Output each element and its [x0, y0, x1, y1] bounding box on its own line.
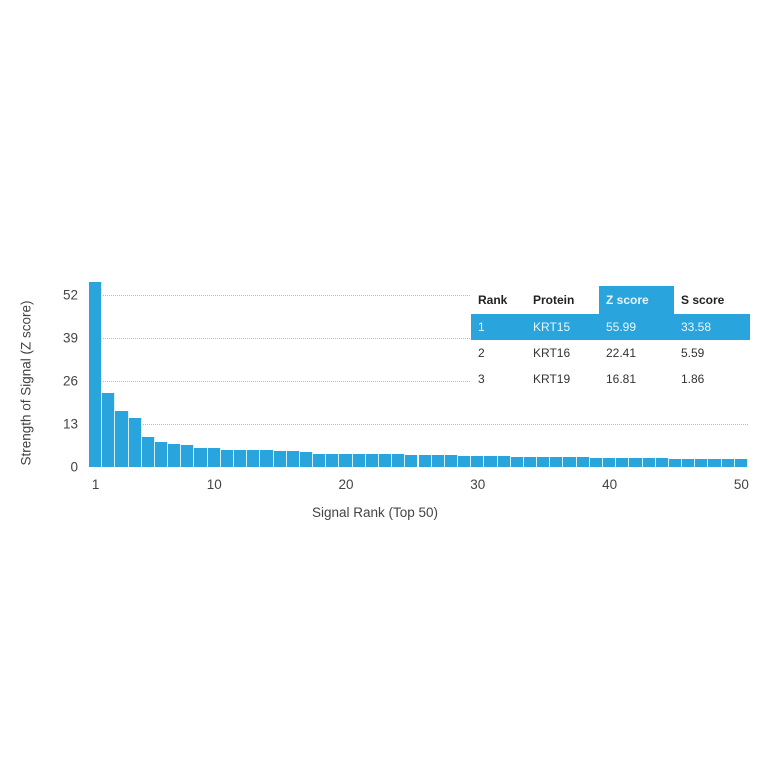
cell-s-score: 33.58	[681, 320, 712, 334]
col-header-rank: Rank	[478, 293, 508, 307]
x-tick-label: 40	[602, 477, 618, 492]
y-tick-label: 39	[62, 330, 78, 346]
cell-protein: KRT16	[533, 346, 571, 360]
bar	[471, 456, 485, 467]
bar	[365, 454, 379, 467]
bar	[207, 448, 221, 467]
table-header: Rank Protein Z score S score	[471, 286, 750, 314]
x-axis-label: Signal Rank (Top 50)	[311, 505, 439, 520]
bar	[458, 455, 472, 467]
bar	[563, 457, 577, 467]
bar	[603, 457, 617, 467]
bar	[589, 457, 603, 467]
bar	[431, 455, 445, 467]
bar	[260, 450, 274, 467]
x-tick-label: 10	[206, 477, 222, 492]
bar	[405, 454, 419, 467]
y-axis-label: Strength of Signal (Z score)	[18, 300, 34, 466]
bar	[286, 451, 300, 467]
y-tick-label: 13	[62, 416, 78, 432]
bar	[497, 456, 511, 467]
bar	[616, 458, 630, 467]
bar	[181, 444, 195, 467]
bar	[655, 458, 669, 467]
bar	[550, 457, 564, 467]
cell-rank: 1	[478, 320, 485, 334]
cell-z-score: 16.81	[606, 372, 637, 386]
bar	[708, 459, 722, 467]
bar	[339, 454, 353, 467]
cell-z-score: 55.99	[606, 320, 637, 334]
bar	[313, 453, 327, 467]
bar	[484, 456, 498, 467]
bar	[418, 454, 432, 467]
bar	[537, 457, 551, 467]
cell-z-score: 22.41	[606, 346, 637, 360]
x-tick-label: 1	[91, 477, 100, 492]
col-header-s-score: S score	[681, 293, 725, 307]
cell-protein: KRT19	[533, 372, 571, 386]
bar	[326, 454, 340, 467]
bar	[734, 459, 748, 467]
gridline	[89, 424, 748, 425]
table-row: 2 KRT16 22.41 5.59	[471, 340, 750, 366]
table-row: 1 KRT15 55.99 33.58	[471, 314, 750, 340]
bar	[141, 437, 155, 467]
bar	[115, 411, 129, 467]
col-header-protein: Protein	[533, 293, 575, 307]
gridline	[89, 295, 748, 296]
bar	[168, 444, 182, 467]
bar	[273, 451, 287, 467]
gridline	[89, 381, 748, 382]
bar	[220, 449, 234, 467]
x-tick-label: 20	[338, 477, 354, 492]
cell-rank: 2	[478, 346, 485, 360]
bar	[352, 454, 366, 467]
bar	[247, 450, 261, 467]
cell-s-score: 5.59	[681, 346, 705, 360]
table-row: 3 KRT19 16.81 1.86	[471, 366, 750, 392]
col-header-z-score: Z score	[599, 286, 674, 314]
bar	[102, 392, 116, 467]
cell-protein: KRT15	[533, 320, 571, 334]
bar	[378, 454, 393, 467]
cell-rank: 3	[478, 372, 485, 386]
x-tick-label: 50	[733, 477, 749, 492]
bar	[642, 458, 656, 467]
bar	[392, 454, 406, 467]
bar	[682, 458, 696, 467]
bar	[523, 456, 538, 467]
bar	[128, 417, 142, 467]
y-tick-label: 26	[62, 373, 78, 389]
y-tick-label: 52	[62, 287, 78, 303]
bar	[444, 455, 459, 467]
bar	[194, 448, 208, 467]
bar	[668, 458, 683, 467]
bar	[629, 458, 643, 467]
cell-s-score: 1.86	[681, 372, 705, 386]
y-tick-label: 0	[70, 459, 78, 475]
bar	[89, 281, 103, 467]
bar	[510, 456, 524, 467]
bar	[695, 459, 709, 467]
bar	[576, 457, 590, 467]
bar	[299, 452, 314, 467]
x-tick-label: 30	[470, 477, 486, 492]
bar	[233, 450, 248, 467]
bar	[154, 441, 169, 467]
results-table: Rank Protein Z score S score 1 KRT15 55.…	[471, 286, 750, 392]
bar	[721, 459, 735, 467]
gridline	[89, 338, 748, 339]
